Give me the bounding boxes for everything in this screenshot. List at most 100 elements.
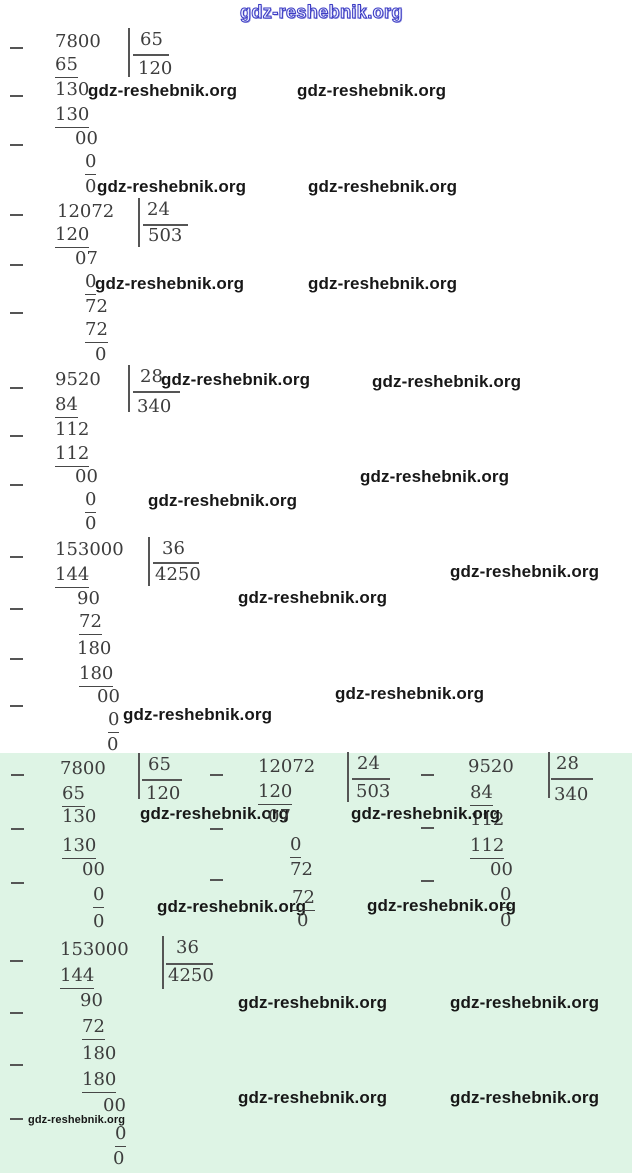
step-value: 0 xyxy=(500,910,512,931)
step-value: 0 xyxy=(85,513,97,534)
dividend: 9520 xyxy=(468,756,514,777)
minus-sign xyxy=(10,1118,23,1120)
quotient: 4250 xyxy=(168,965,214,986)
step-value: 0 xyxy=(107,734,119,755)
divisor-separator-line xyxy=(138,753,140,799)
minus-sign xyxy=(210,828,223,830)
step-value: 0 xyxy=(115,1124,127,1147)
step-value: 72 xyxy=(79,612,102,635)
minus-sign xyxy=(421,774,434,776)
minus-sign xyxy=(10,312,23,314)
minus-sign xyxy=(10,47,23,49)
step-value: 130 xyxy=(62,806,97,827)
step-value: 0 xyxy=(113,1148,125,1169)
step-value: 07 xyxy=(75,248,98,269)
divisor: 28 xyxy=(140,366,163,387)
step-value: 00 xyxy=(75,466,98,487)
dividend: 12072 xyxy=(258,756,316,777)
brand-watermark: gdz-reshebnik.org xyxy=(297,81,447,100)
step-value: 180 xyxy=(77,638,112,659)
brand-watermark: gdz-reshebnik.org xyxy=(28,1114,126,1126)
minus-sign xyxy=(10,960,23,962)
brand-watermark: gdz-reshebnik.org xyxy=(308,274,458,293)
divisor-separator-line xyxy=(347,752,349,802)
quotient-line xyxy=(133,391,180,393)
step-value: 0 xyxy=(297,910,309,931)
step-value: 07 xyxy=(268,806,291,827)
quotient: 340 xyxy=(554,784,589,805)
divisor: 65 xyxy=(148,754,171,775)
dividend: 12072 xyxy=(57,201,115,222)
step-value: 00 xyxy=(75,128,98,149)
step-value: 0 xyxy=(95,344,107,365)
step-value: 0 xyxy=(85,152,97,175)
dividend: 153000 xyxy=(60,939,129,960)
divisor: 24 xyxy=(147,199,170,220)
quotient-line xyxy=(133,54,169,56)
step-value: 0 xyxy=(500,885,512,908)
step-value: 00 xyxy=(103,1095,126,1116)
divisor-separator-line xyxy=(128,28,130,77)
divisor-separator-line xyxy=(138,198,140,247)
minus-sign xyxy=(10,705,23,707)
step-value: 130 xyxy=(62,836,97,859)
brand-watermark: gdz-reshebnik.org xyxy=(157,897,307,916)
brand-watermark: gdz-reshebnik.org xyxy=(367,896,517,915)
minus-sign xyxy=(11,774,24,776)
minus-sign xyxy=(10,387,23,389)
divisor-separator-line xyxy=(162,936,164,989)
brand-watermark: gdz-reshebnik.org xyxy=(450,562,600,581)
step-value: 144 xyxy=(55,565,90,588)
step-value: 0 xyxy=(85,272,97,295)
brand-watermark: gdz-reshebnik.org xyxy=(360,467,510,486)
step-value: 72 xyxy=(85,320,108,343)
step-value: 180 xyxy=(82,1070,117,1093)
brand-watermark: gdz-reshebnik.org xyxy=(161,370,311,389)
step-value: 00 xyxy=(490,859,513,880)
quotient: 340 xyxy=(137,396,172,417)
brand-watermark: gdz-reshebnik.org xyxy=(238,993,388,1012)
dividend: 153000 xyxy=(55,539,124,560)
step-value: 0 xyxy=(85,490,97,513)
step-value: 0 xyxy=(93,911,105,932)
minus-sign xyxy=(10,1012,23,1014)
step-value: 112 xyxy=(55,444,90,467)
step-value: 180 xyxy=(79,664,114,687)
dividend: 7800 xyxy=(60,758,106,779)
step-value: 130 xyxy=(55,105,90,128)
step-value: 120 xyxy=(258,782,293,805)
brand-watermark: gdz-reshebnik.org xyxy=(351,804,501,823)
brand-watermark: gdz-reshebnik.org xyxy=(308,177,458,196)
brand-watermark: gdz-reshebnik.org xyxy=(88,81,238,100)
step-value: 180 xyxy=(82,1043,117,1064)
step-value: 84 xyxy=(470,783,493,806)
step-value: 112 xyxy=(470,836,505,859)
brand-watermark: gdz-reshebnik.org xyxy=(372,372,522,391)
divisor-separator-line xyxy=(128,365,130,412)
step-value: 112 xyxy=(55,419,90,440)
dividend: 9520 xyxy=(55,369,101,390)
quotient-line xyxy=(551,778,593,780)
step-value: 00 xyxy=(82,859,105,880)
divisor: 65 xyxy=(140,29,163,50)
step-value: 120 xyxy=(55,225,90,248)
minus-sign xyxy=(10,484,23,486)
brand-watermark: gdz-reshebnik.org xyxy=(238,588,388,607)
step-value: 0 xyxy=(93,885,105,908)
step-value: 72 xyxy=(290,859,313,880)
step-value: 130 xyxy=(55,79,90,100)
minus-sign xyxy=(11,882,24,884)
divisor: 36 xyxy=(176,937,199,958)
brand-watermark: gdz-reshebnik.org xyxy=(140,804,290,823)
brand-watermark: gdz-reshebnik.org xyxy=(95,274,245,293)
step-value: 144 xyxy=(60,966,95,989)
step-value: 72 xyxy=(292,888,315,911)
step-value: 00 xyxy=(97,686,120,707)
quotient-line xyxy=(142,779,182,781)
brand-watermark: gdz-reshebnik.org xyxy=(123,705,273,724)
quotient: 120 xyxy=(146,783,181,804)
minus-sign xyxy=(210,879,223,881)
divisor: 36 xyxy=(162,538,185,559)
minus-sign xyxy=(10,608,23,610)
